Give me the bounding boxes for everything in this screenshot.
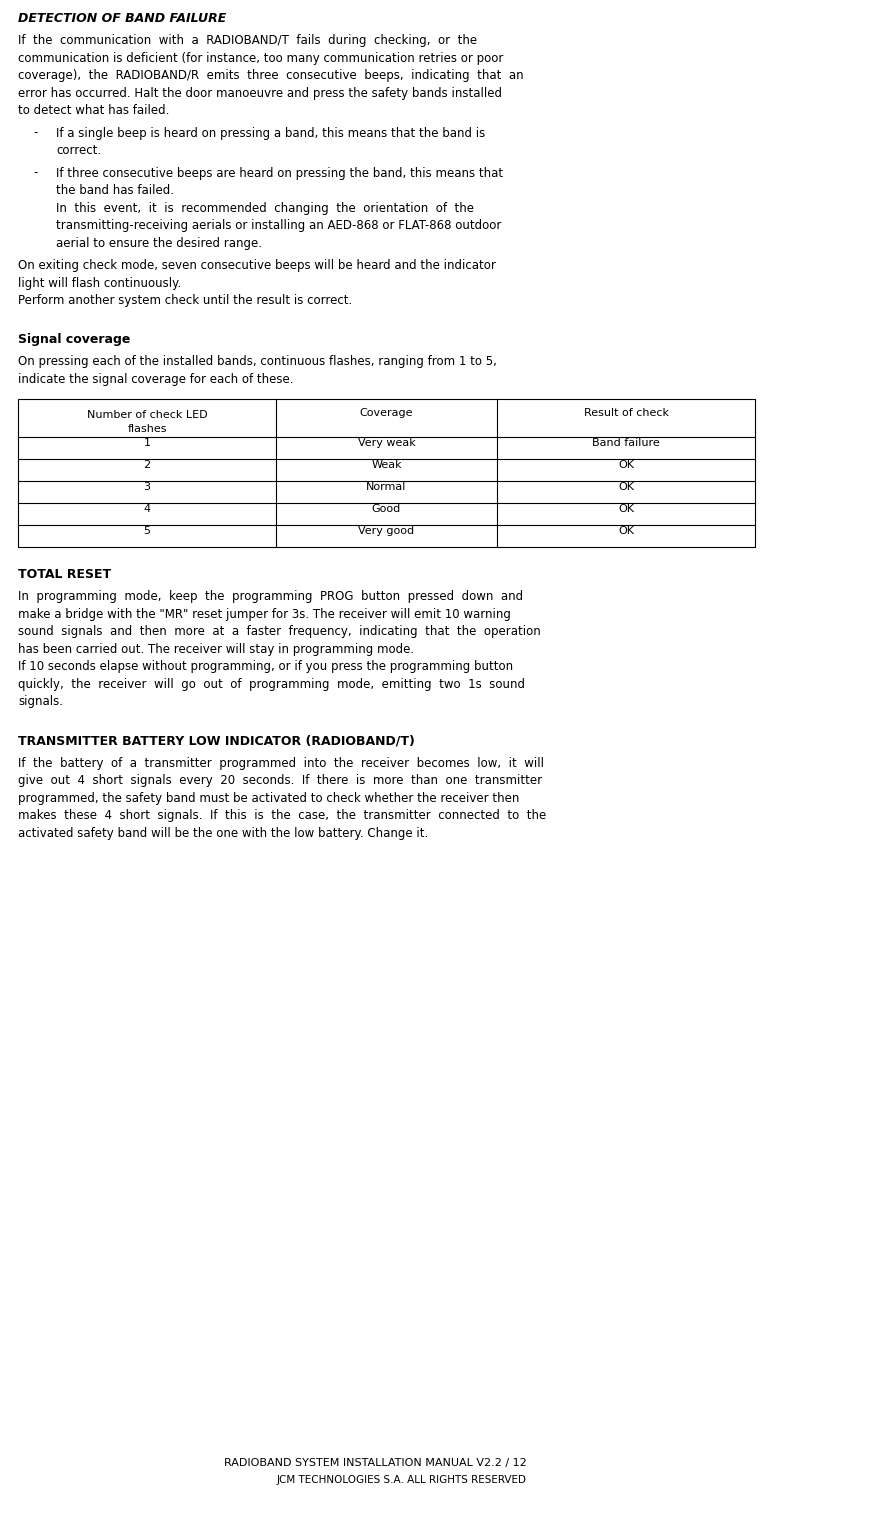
Text: -: - — [33, 126, 38, 140]
Text: Number of check LED: Number of check LED — [87, 411, 207, 420]
Text: Normal: Normal — [366, 483, 406, 492]
Text: 5: 5 — [144, 527, 151, 536]
Text: indicate the signal coverage for each of these.: indicate the signal coverage for each of… — [18, 373, 294, 385]
Text: give  out  4  short  signals  every  20  seconds.  If  there  is  more  than  on: give out 4 short signals every 20 second… — [18, 775, 542, 787]
Text: has been carried out. The receiver will stay in programming mode.: has been carried out. The receiver will … — [18, 643, 414, 656]
Text: Perform another system check until the result is correct.: Perform another system check until the r… — [18, 294, 352, 308]
Text: programmed, the safety band must be activated to check whether the receiver then: programmed, the safety band must be acti… — [18, 792, 520, 806]
Text: In  programming  mode,  keep  the  programming  PROG  button  pressed  down  and: In programming mode, keep the programmin… — [18, 591, 523, 603]
Text: communication is deficient (for instance, too many communication retries or poor: communication is deficient (for instance… — [18, 52, 504, 64]
Text: Result of check: Result of check — [583, 408, 669, 417]
Text: OK: OK — [618, 527, 634, 536]
Text: OK: OK — [618, 504, 634, 515]
Text: make a bridge with the "MR" reset jumper for 3s. The receiver will emit 10 warni: make a bridge with the "MR" reset jumper… — [18, 608, 511, 621]
Text: If a single beep is heard on pressing a band, this means that the band is: If a single beep is heard on pressing a … — [56, 126, 485, 140]
Text: makes  these  4  short  signals.  If  this  is  the  case,  the  transmitter  co: makes these 4 short signals. If this is … — [18, 810, 547, 822]
Text: sound  signals  and  then  more  at  a  faster  frequency,  indicating  that  th: sound signals and then more at a faster … — [18, 626, 541, 638]
Text: flashes: flashes — [127, 423, 167, 434]
Text: TRANSMITTER BATTERY LOW INDICATOR (RADIOBAND/T): TRANSMITTER BATTERY LOW INDICATOR (RADIO… — [18, 736, 415, 748]
Text: error has occurred. Halt the door manoeuvre and press the safety bands installed: error has occurred. Halt the door manoeu… — [18, 87, 502, 99]
Text: OK: OK — [618, 483, 634, 492]
Text: coverage),  the  RADIOBAND/R  emits  three  consecutive  beeps,  indicating  tha: coverage), the RADIOBAND/R emits three c… — [18, 69, 523, 82]
Text: Band failure: Band failure — [592, 439, 660, 448]
Text: correct.: correct. — [56, 145, 101, 157]
Text: 2: 2 — [144, 460, 151, 471]
Text: signals.: signals. — [18, 696, 63, 708]
Text: to detect what has failed.: to detect what has failed. — [18, 104, 170, 117]
Text: activated safety band will be the one with the low battery. Change it.: activated safety band will be the one wi… — [18, 827, 429, 841]
Text: light will flash continuously.: light will flash continuously. — [18, 277, 181, 289]
Text: If 10 seconds elapse without programming, or if you press the programming button: If 10 seconds elapse without programming… — [18, 661, 513, 673]
Text: quickly,  the  receiver  will  go  out  of  programming  mode,  emitting  two  1: quickly, the receiver will go out of pro… — [18, 678, 525, 691]
Text: RADIOBAND SYSTEM INSTALLATION MANUAL V2.2 / 12: RADIOBAND SYSTEM INSTALLATION MANUAL V2.… — [224, 1458, 527, 1468]
Text: Coverage: Coverage — [360, 408, 413, 417]
Text: OK: OK — [618, 460, 634, 471]
Text: If three consecutive beeps are heard on pressing the band, this means that: If three consecutive beeps are heard on … — [56, 166, 503, 180]
Text: 4: 4 — [144, 504, 151, 515]
Text: On exiting check mode, seven consecutive beeps will be heard and the indicator: On exiting check mode, seven consecutive… — [18, 259, 496, 273]
Text: Very good: Very good — [358, 527, 414, 536]
Text: transmitting-receiving aerials or installing an AED-868 or FLAT-868 outdoor: transmitting-receiving aerials or instal… — [56, 219, 501, 231]
Text: aerial to ensure the desired range.: aerial to ensure the desired range. — [56, 236, 262, 250]
Text: the band has failed.: the band has failed. — [56, 184, 174, 196]
Text: Signal coverage: Signal coverage — [18, 334, 130, 347]
Text: If  the  communication  with  a  RADIOBAND/T  fails  during  checking,  or  the: If the communication with a RADIOBAND/T … — [18, 34, 477, 47]
Text: 1: 1 — [144, 439, 151, 448]
Text: Weak: Weak — [371, 460, 402, 471]
Text: If  the  battery  of  a  transmitter  programmed  into  the  receiver  becomes  : If the battery of a transmitter programm… — [18, 757, 544, 771]
Text: -: - — [33, 166, 38, 180]
Text: TOTAL RESET: TOTAL RESET — [18, 568, 111, 582]
Bar — [18, 399, 755, 547]
Text: Good: Good — [371, 504, 401, 515]
Text: JCM TECHNOLOGIES S.A. ALL RIGHTS RESERVED: JCM TECHNOLOGIES S.A. ALL RIGHTS RESERVE… — [277, 1474, 527, 1485]
Text: On pressing each of the installed bands, continuous flashes, ranging from 1 to 5: On pressing each of the installed bands,… — [18, 355, 497, 369]
Text: DETECTION OF BAND FAILURE: DETECTION OF BAND FAILURE — [18, 12, 226, 24]
Text: 3: 3 — [144, 483, 151, 492]
Text: In  this  event,  it  is  recommended  changing  the  orientation  of  the: In this event, it is recommended changin… — [56, 201, 474, 215]
Text: Very weak: Very weak — [357, 439, 415, 448]
